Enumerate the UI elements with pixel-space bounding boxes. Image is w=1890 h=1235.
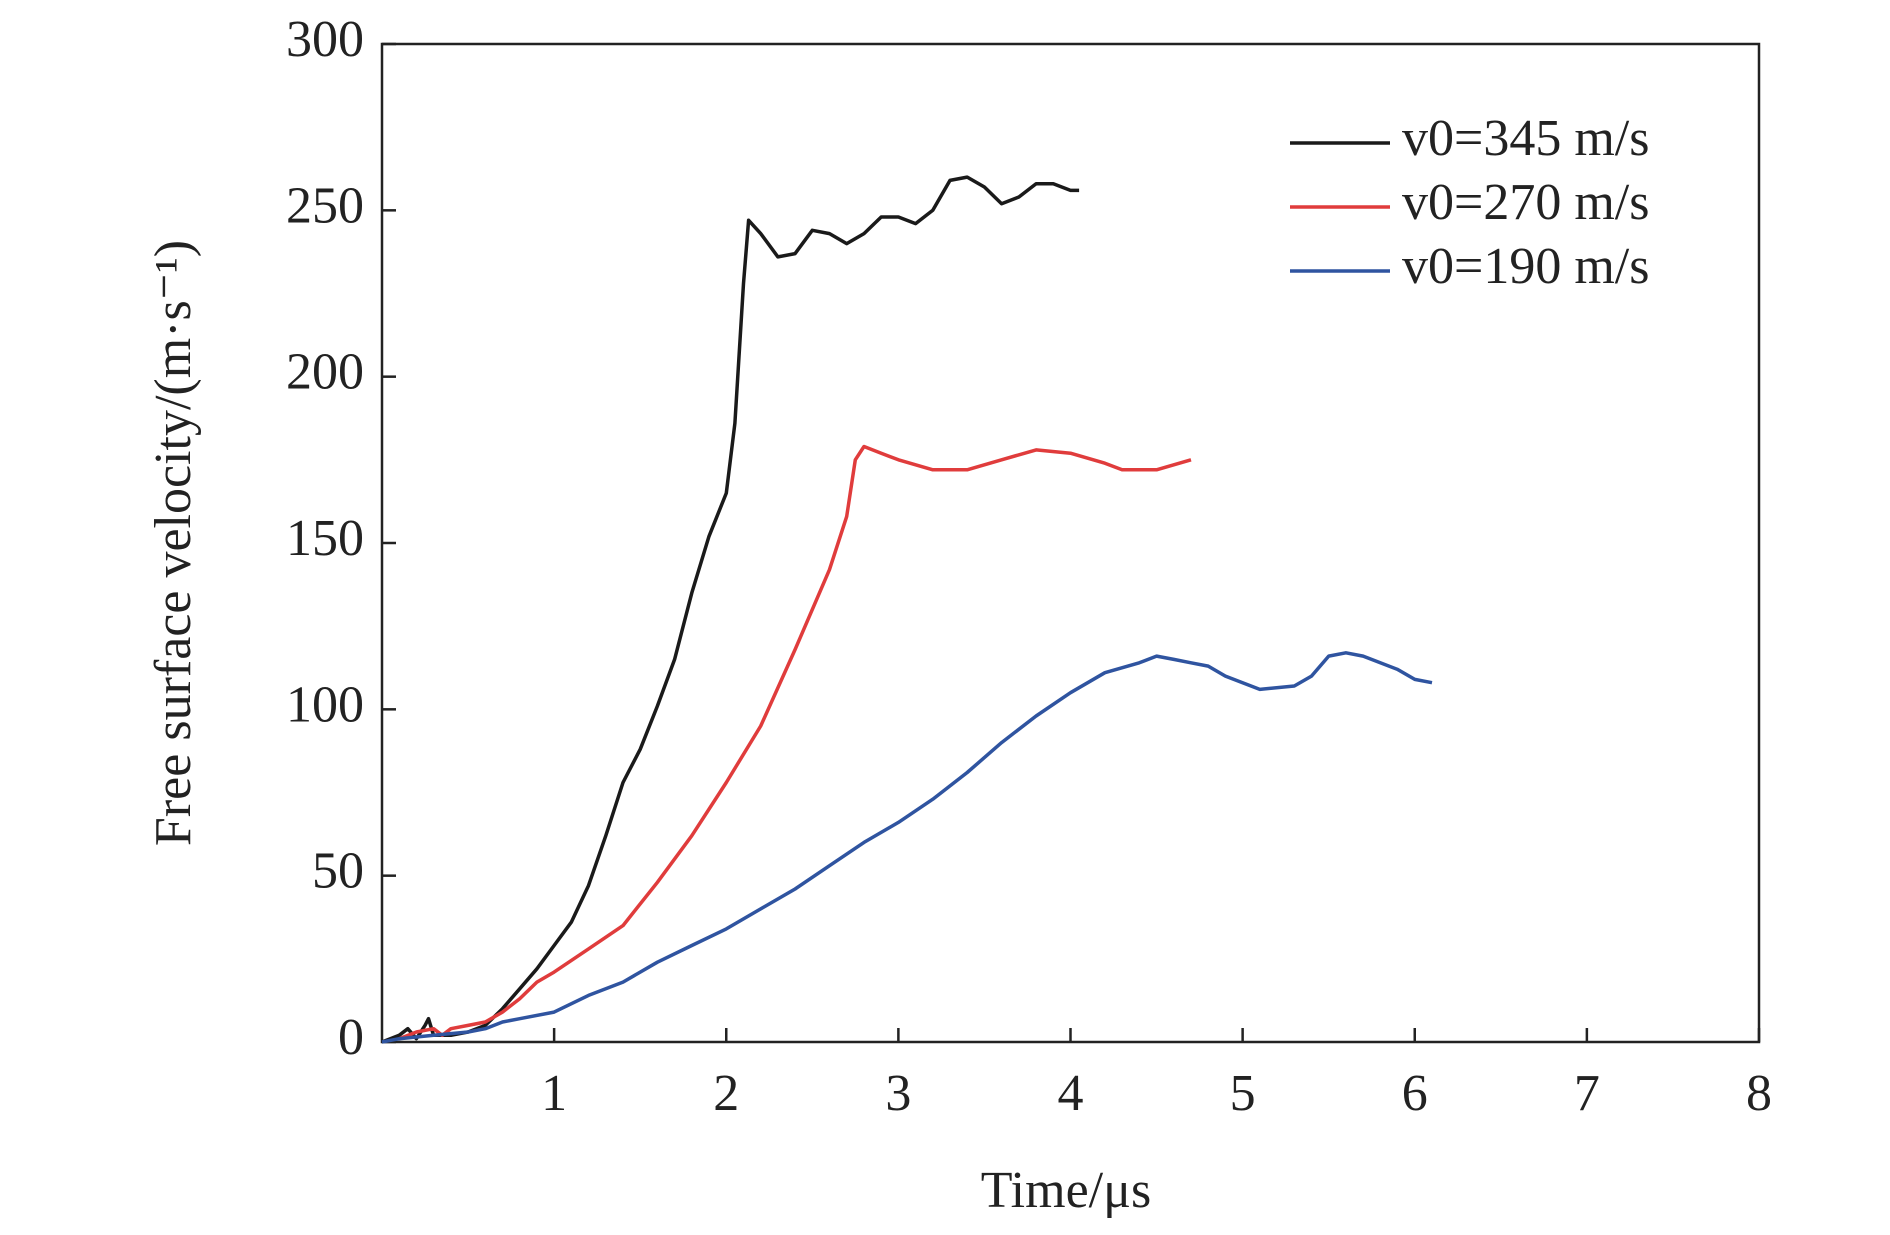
x-tick-label: 5 <box>1230 1065 1256 1122</box>
legend-label: v0=270 m/s <box>1402 174 1649 231</box>
y-tick-label: 250 <box>286 177 364 234</box>
y-tick-label: 150 <box>286 510 364 567</box>
x-tick-label: 2 <box>713 1065 739 1122</box>
series-line <box>381 175 1080 1044</box>
y-tick-label: 100 <box>286 676 364 733</box>
y-tick-label: 0 <box>338 1009 364 1066</box>
x-tick-label: 1 <box>541 1065 567 1122</box>
y-tick-label: 200 <box>286 344 364 401</box>
x-tick-label: 4 <box>1058 1065 1084 1122</box>
legend-label: v0=345 m/s <box>1402 110 1649 167</box>
x-tick-label: 6 <box>1402 1065 1428 1122</box>
x-axis-label: Time/μs <box>981 1162 1151 1219</box>
y-tick-label: 50 <box>312 843 364 900</box>
series-line <box>398 444 1192 1041</box>
y-axis-label: Free surface velocity/(m·s⁻¹) <box>145 240 202 846</box>
x-tick-label: 8 <box>1746 1065 1772 1122</box>
series-line <box>381 651 1433 1044</box>
x-tick-label: 7 <box>1574 1065 1600 1122</box>
y-tick-label: 300 <box>286 11 364 68</box>
x-tick-label: 3 <box>885 1065 911 1122</box>
legend-label: v0=190 m/s <box>1402 238 1649 295</box>
